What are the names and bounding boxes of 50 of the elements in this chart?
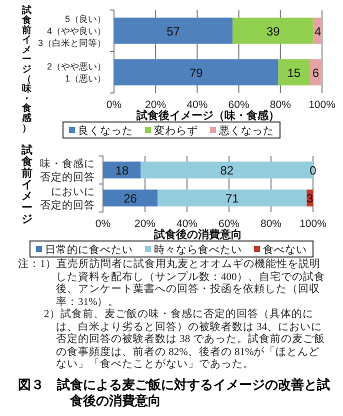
data-label: 79 bbox=[189, 66, 204, 80]
x-tick-label: 80% bbox=[260, 218, 282, 230]
data-label: 57 bbox=[166, 24, 180, 38]
data-label: 71 bbox=[225, 192, 240, 206]
x-tick-label: 60% bbox=[218, 218, 240, 230]
data-label: 4 bbox=[314, 24, 322, 38]
data-label: 39 bbox=[266, 24, 280, 38]
x-tick-label: 80% bbox=[270, 99, 291, 111]
legend-label: 日常的に食べたい bbox=[45, 243, 133, 256]
x-tick-label: 100% bbox=[308, 99, 336, 111]
bar bbox=[310, 59, 322, 86]
bar bbox=[103, 162, 141, 178]
bar bbox=[114, 18, 233, 44]
y-tick-label: においに否定的回答 bbox=[40, 186, 95, 212]
data-label: 18 bbox=[115, 164, 129, 178]
bar bbox=[158, 190, 307, 206]
y-tick-label: 5（良い） 4（やや良い） 3（白米と同等） bbox=[38, 14, 106, 48]
x-tick-label: 40% bbox=[176, 218, 198, 230]
data-label: 15 bbox=[287, 66, 301, 80]
x-tick-label: 20% bbox=[134, 218, 156, 230]
y-tick-label: 2（やや悪い） 1（悪い） bbox=[46, 61, 106, 84]
x-tick-label: 0% bbox=[106, 99, 122, 111]
text: 試食前イメージ（味・食感） bbox=[22, 5, 32, 134]
x-tick-label: 60% bbox=[228, 99, 250, 111]
caption: 図３ 試食による麦ご飯に対するイメージの改善と試食後の消費意向 bbox=[18, 376, 331, 408]
x-tick-label: 0% bbox=[95, 218, 111, 230]
bar bbox=[232, 18, 314, 44]
data-label: 3 bbox=[306, 192, 314, 206]
data-label: 82 bbox=[220, 164, 234, 178]
bar bbox=[278, 59, 310, 86]
legend-label: 良くなった bbox=[78, 124, 133, 137]
legend-label: 変わらず bbox=[154, 124, 198, 137]
x-tick-label: 40% bbox=[186, 99, 208, 111]
data-label: 0 bbox=[310, 164, 317, 178]
bar bbox=[103, 190, 158, 206]
text: 2）試食前、麦ご飯の味・食感に否定的回答（具体的には、白米より劣ると回答）の被験者数は 34、においに否定的回答の被験者数は 38 であった。試食前の麦ご飯の食事頻度は、前者の 82%、後者の 81%が「ほとんどない」「食べたことがない」であった。 bbox=[43, 309, 326, 372]
x-axis-title: 試食後の消費意向 bbox=[153, 228, 242, 241]
data-label: 26 bbox=[124, 192, 138, 206]
legend-label: 食べない bbox=[263, 244, 307, 256]
x-axis-title: 試食後イメージ（味・食感） bbox=[136, 109, 280, 122]
y-tick-label: 味・食感に否定的回答 bbox=[40, 157, 95, 184]
legend-label: 時々なら食べたい bbox=[154, 243, 242, 256]
x-tick-label: 100% bbox=[300, 218, 326, 230]
y-axis-title: 試食前イメージ bbox=[20, 144, 32, 226]
bar bbox=[114, 59, 278, 86]
bar bbox=[314, 18, 322, 44]
data-label: 6 bbox=[312, 66, 320, 80]
x-tick-label: 20% bbox=[145, 99, 166, 111]
text: 注：1）直売所訪問者に試食用丸麦とオオムギの機能性を説明した資料を配布し（サンプル数：400）、自宅での試食後、アンケート葉書への回答・投函を依頼した（回収率：31%）。 bbox=[18, 259, 326, 308]
legend-label: 悪くなった bbox=[218, 125, 274, 137]
